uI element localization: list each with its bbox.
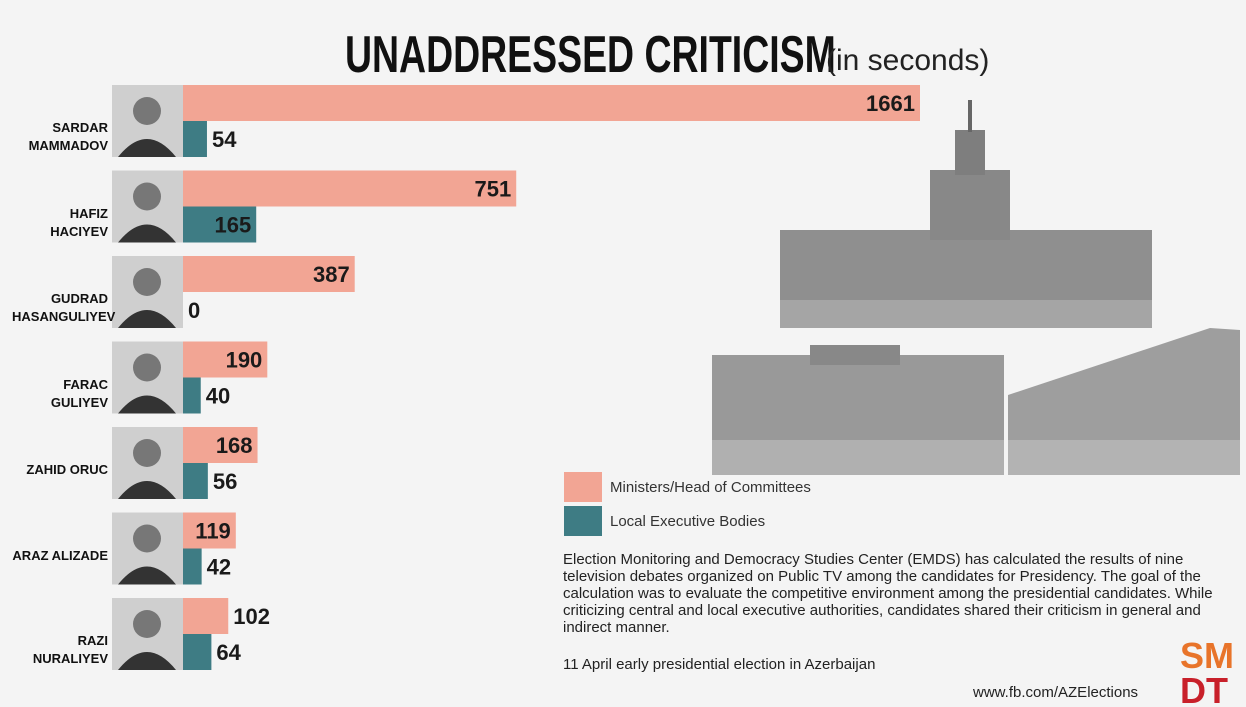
photo-body <box>118 566 176 585</box>
photo-body <box>118 224 176 243</box>
photo-head <box>133 97 161 125</box>
value-label: 56 <box>213 469 237 494</box>
photo-body <box>118 310 176 328</box>
logo: SM DT <box>1180 635 1234 707</box>
legend-swatch <box>564 506 602 536</box>
bar <box>183 85 920 121</box>
value-label: 102 <box>233 604 270 629</box>
category-label: GUDRAD HASANGULIYEV <box>12 291 116 324</box>
legend-swatch <box>564 472 602 502</box>
value-label: 1661 <box>866 91 915 116</box>
category-label: ZAHID ORUC <box>26 462 108 477</box>
category-label: ARAZ ALIZADE <box>12 547 108 563</box>
source: www.fb.com/AZElections <box>973 684 1139 701</box>
photo-body <box>118 395 176 414</box>
photo-head <box>133 353 161 382</box>
value-label: 387 <box>313 262 350 287</box>
value-label: 168 <box>216 433 253 458</box>
category-label: SARDAR MAMMADOV <box>28 120 108 153</box>
photo-head <box>133 182 161 211</box>
bar <box>183 598 229 634</box>
bar <box>183 121 207 157</box>
chart-subtitle: (in seconds) <box>826 44 989 77</box>
logo-bottom: DT <box>1180 670 1228 707</box>
category-label: RAZI NURALIYEV <box>32 633 108 666</box>
bar <box>183 170 517 207</box>
value-label: 64 <box>216 640 241 665</box>
category-label: FARAC GULIYEV <box>50 376 108 410</box>
bar <box>183 634 212 670</box>
photo-body <box>118 139 176 157</box>
photo-head <box>133 524 161 553</box>
legend-label: Local Executive Bodies <box>610 513 765 530</box>
photo-head <box>133 610 161 638</box>
building-photo <box>712 100 1240 475</box>
logo-top: SM <box>1180 635 1234 676</box>
note: 11 April early presidential election in … <box>563 656 876 673</box>
value-label: 54 <box>212 127 237 152</box>
bar <box>183 377 201 414</box>
bar <box>183 256 355 292</box>
legend-label: Ministers/Head of Committees <box>610 479 811 496</box>
bar <box>183 463 208 499</box>
value-label: 190 <box>226 348 263 373</box>
photo-body <box>118 481 176 499</box>
value-label: 119 <box>195 519 231 544</box>
description: Election Monitoring and Democracy Studie… <box>563 551 1213 636</box>
value-label: 40 <box>206 384 230 409</box>
bar <box>183 341 268 378</box>
photo-head <box>133 268 161 296</box>
photo-body <box>118 652 176 670</box>
bar <box>183 206 257 243</box>
chart-title: UNADDRESSED CRITICISM <box>345 25 836 84</box>
title-group: UNADDRESSED CRITICISM <box>345 25 836 84</box>
bar <box>183 548 202 585</box>
value-label: 0 <box>188 298 200 323</box>
bar <box>183 512 236 549</box>
value-label: 42 <box>207 555 231 580</box>
value-label: 165 <box>214 213 251 238</box>
value-label: 751 <box>475 177 512 202</box>
photo-head <box>133 439 161 467</box>
bar <box>183 427 258 463</box>
category-label: HAFIZ HACIYEV <box>50 205 108 239</box>
